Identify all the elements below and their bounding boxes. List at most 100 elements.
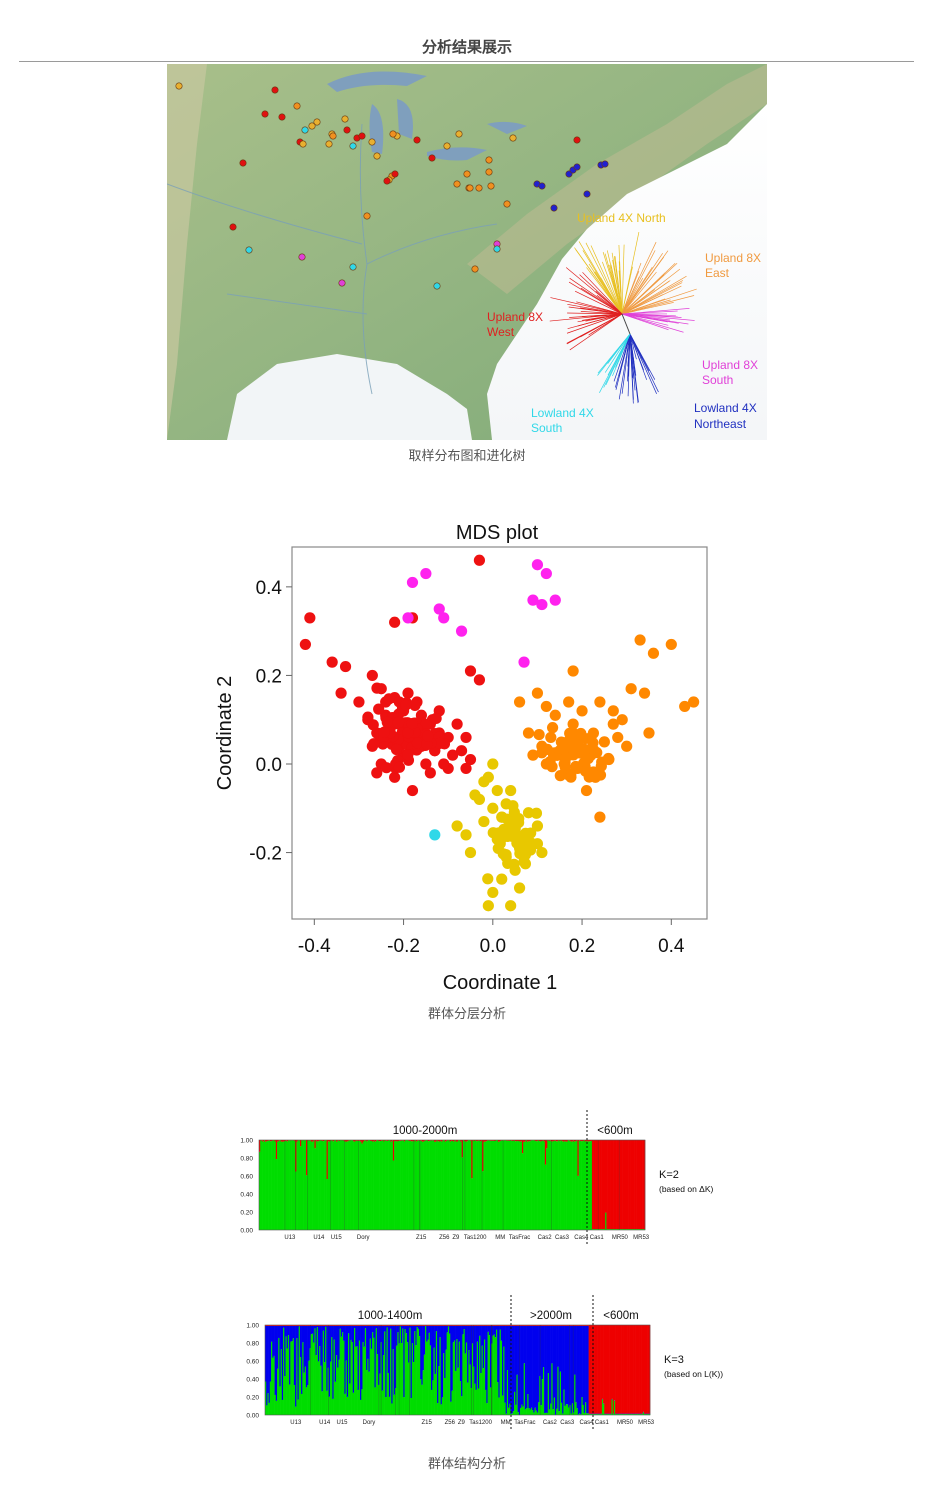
structure-bar (497, 1140, 500, 1142)
tree-branch (615, 333, 631, 390)
structure-category-label: Z56 (445, 1420, 456, 1426)
mds-point (621, 740, 633, 752)
structure-category-label: TasFrac (509, 1235, 530, 1241)
structure-bar (310, 1325, 313, 1335)
structure-bar (508, 1407, 510, 1415)
structure-bar (277, 1141, 279, 1230)
structure-bar (397, 1332, 399, 1415)
structure-bar (631, 1414, 634, 1415)
structure-bar (518, 1325, 521, 1326)
structure-bar (559, 1325, 562, 1326)
structure-bar (325, 1326, 327, 1415)
structure-bar (337, 1367, 339, 1415)
structure-bar (373, 1325, 375, 1326)
structure-bar (399, 1325, 402, 1327)
structure-bar (572, 1140, 575, 1141)
structure-bar (486, 1325, 488, 1404)
structure-bar (496, 1325, 498, 1326)
structure-bar (461, 1140, 464, 1158)
structure-bar (597, 1140, 600, 1230)
structure-bar (293, 1385, 296, 1415)
structure-bar (461, 1325, 463, 1326)
structure-bar (402, 1140, 405, 1230)
structure-bar (526, 1325, 528, 1326)
structure-bar (617, 1325, 620, 1414)
mds-point (434, 737, 446, 750)
structure-bar (557, 1325, 559, 1326)
map-sample-dot (413, 136, 421, 144)
structure-bar (503, 1140, 506, 1230)
structure-bar (550, 1325, 552, 1404)
structure-bar (314, 1328, 316, 1415)
structure-bar (622, 1414, 624, 1415)
structure-bar (558, 1140, 560, 1230)
structure-bar (604, 1414, 606, 1415)
structure-bar (429, 1345, 432, 1415)
structure-bar (417, 1140, 419, 1230)
structure-bar (497, 1141, 500, 1230)
structure-bar (394, 1388, 397, 1415)
structure-bar (578, 1140, 581, 1141)
map-sample-dot (271, 86, 279, 94)
structure-bar (555, 1140, 558, 1142)
structure-bar (399, 1326, 402, 1415)
structure-bar (384, 1325, 386, 1326)
structure-bar (629, 1414, 632, 1415)
structure-bar (444, 1140, 447, 1142)
structure-bar (280, 1140, 283, 1142)
structure-bar (287, 1140, 290, 1230)
structure-bar (362, 1141, 365, 1230)
structure-bar (424, 1140, 426, 1230)
map-sample-dot (471, 265, 479, 273)
structure-bar (425, 1326, 427, 1415)
structure-bar (265, 1140, 267, 1142)
structure-bar (355, 1325, 357, 1347)
structure-bar (403, 1325, 405, 1326)
structure-bar (327, 1141, 330, 1230)
mds-point (383, 693, 395, 705)
structure-bar (355, 1346, 357, 1415)
map-sample-dot (299, 140, 307, 148)
structure-bar (267, 1140, 269, 1141)
structure-bar (359, 1140, 361, 1141)
structure-bar (455, 1141, 458, 1230)
structure-bar (564, 1141, 566, 1230)
structure-bar (432, 1325, 434, 1326)
mds-point (502, 857, 514, 870)
map-great-lakes (327, 71, 527, 161)
structure-bar (647, 1414, 650, 1415)
tree-branch (621, 270, 640, 315)
structure-bar (441, 1141, 443, 1230)
structure-bar (517, 1412, 520, 1415)
structure-bar (321, 1391, 324, 1415)
structure-bar (553, 1140, 555, 1141)
map-sample-dot (175, 82, 183, 90)
structure-bar (309, 1140, 312, 1141)
structure-bar (285, 1336, 287, 1415)
structure-bar (313, 1325, 315, 1326)
mds-point (422, 730, 434, 742)
mds-point (402, 749, 414, 761)
tree-branch (612, 259, 623, 315)
structure-bar (502, 1395, 504, 1415)
structure-bar (517, 1325, 520, 1413)
structure-bar (364, 1325, 367, 1326)
structure-bar (559, 1371, 562, 1415)
structure-bar (597, 1414, 599, 1415)
structure-bar (338, 1140, 341, 1141)
structure-bar (364, 1325, 367, 1329)
structure-bar (569, 1140, 571, 1141)
structure-bar (582, 1140, 584, 1142)
structure-bar (382, 1325, 385, 1356)
structure-bar (556, 1141, 559, 1230)
structure-bar (624, 1325, 627, 1414)
structure-bar (449, 1325, 451, 1326)
mds-point (487, 758, 499, 770)
mds-point (406, 784, 419, 797)
structure-bar (431, 1325, 433, 1390)
structure-bar (372, 1332, 374, 1415)
structure-bar (352, 1392, 355, 1415)
structure-bar (397, 1141, 400, 1230)
structure-bar (275, 1325, 278, 1326)
structure-bar (314, 1325, 316, 1326)
